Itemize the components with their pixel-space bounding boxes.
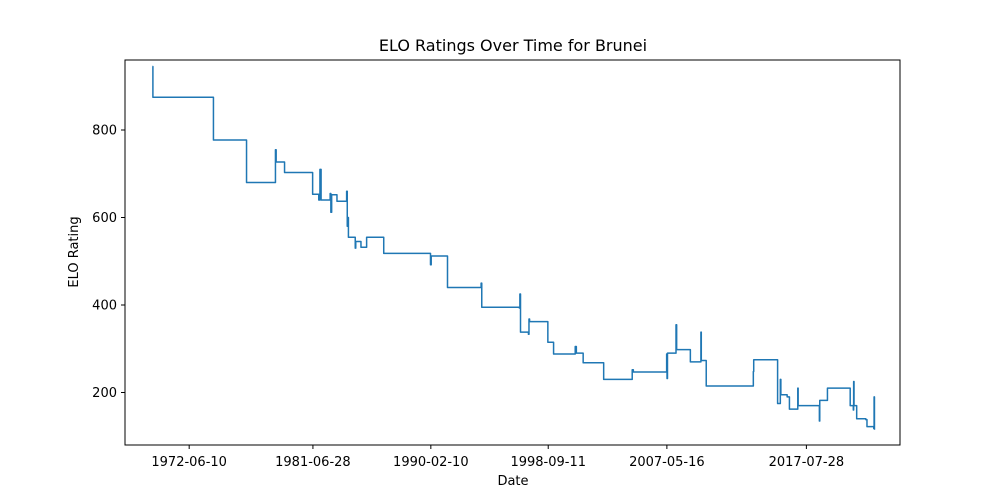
- x-tick-label-0: 1972-06-10: [151, 455, 227, 470]
- y-axis-label: ELO Rating: [67, 216, 82, 287]
- chart-title: ELO Ratings Over Time for Brunei: [379, 36, 647, 55]
- y-tick-label-2: 600: [92, 211, 117, 226]
- plot-frame: [124, 59, 901, 446]
- y-tick-label-3: 800: [92, 124, 117, 139]
- x-tick-label-3: 1998-09-11: [510, 455, 586, 470]
- series-line-0: [152, 65, 876, 430]
- y-tick-label-0: 200: [92, 386, 117, 401]
- x-tick-label-5: 2017-07-28: [769, 455, 845, 470]
- x-tick-label-2: 1990-02-10: [393, 455, 469, 470]
- x-axis-label: Date: [497, 474, 528, 489]
- y-tick-label-1: 400: [92, 299, 117, 314]
- x-tick-label-4: 2007-05-16: [629, 455, 705, 470]
- plot-area: 1972-06-10 1981-06-28 1990-02-10 1998-09-11…: [92, 59, 901, 470]
- x-tick-label-1: 1981-06-28: [275, 455, 351, 470]
